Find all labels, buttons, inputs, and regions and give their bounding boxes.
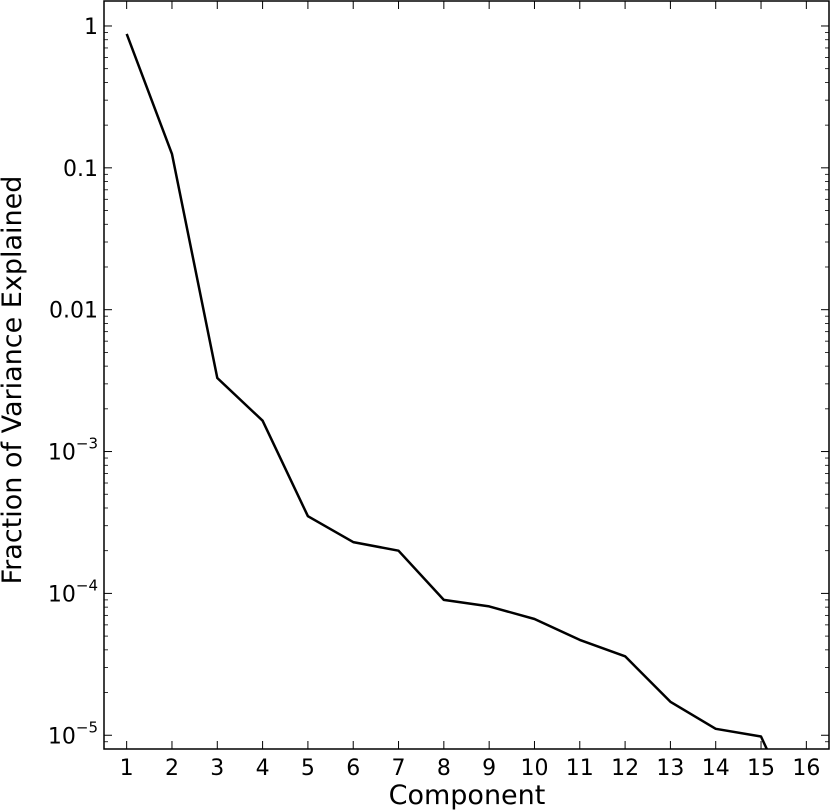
x-tick-label: 7: [392, 756, 406, 781]
x-tick-label: 12: [611, 756, 639, 781]
x-tick-label: 2: [165, 756, 179, 781]
x-tick-label: 15: [747, 756, 775, 781]
series-line-0: [125, 33, 769, 749]
plot-frame: [103, 0, 830, 750]
y-tick-label: 10−3: [48, 435, 98, 466]
y-tick-label: 0.01: [49, 299, 98, 324]
x-tick-label: 5: [301, 756, 315, 781]
y-axis-label: Fraction of Variance Explained: [0, 176, 28, 585]
x-axis-ticks: 1 2 3 4 5 6 7 8 9 10 11 12 13 14 15 16: [120, 1, 820, 781]
y-axis-ticks: 1 0.1 0.01 10−3 10−4 10−5: [48, 15, 829, 750]
x-tick-label: 4: [256, 756, 270, 781]
y-tick-label: 10−4: [48, 576, 98, 607]
x-tick-label: 16: [792, 756, 820, 781]
x-axis-label: Component: [389, 780, 546, 811]
x-tick-label: 3: [210, 756, 224, 781]
y-tick-label: 1: [84, 15, 98, 40]
x-tick-label: 6: [346, 756, 360, 781]
x-tick-label: 13: [656, 756, 684, 781]
plot-area: 1 2 3 4 5 6 7 8 9 10 11 12 13 14 15 16 10.10.0110−310−4…: [48, 0, 830, 781]
x-tick-label: 10: [520, 756, 548, 781]
x-tick-label: 11: [566, 756, 594, 781]
x-tick-label: 14: [702, 756, 730, 781]
y-tick-label: 10−5: [48, 718, 98, 749]
x-tick-label: 8: [437, 756, 451, 781]
x-tick-label: 9: [482, 756, 496, 781]
y-tick-label: 0.1: [63, 157, 98, 182]
x-tick-label: 1: [120, 756, 134, 781]
